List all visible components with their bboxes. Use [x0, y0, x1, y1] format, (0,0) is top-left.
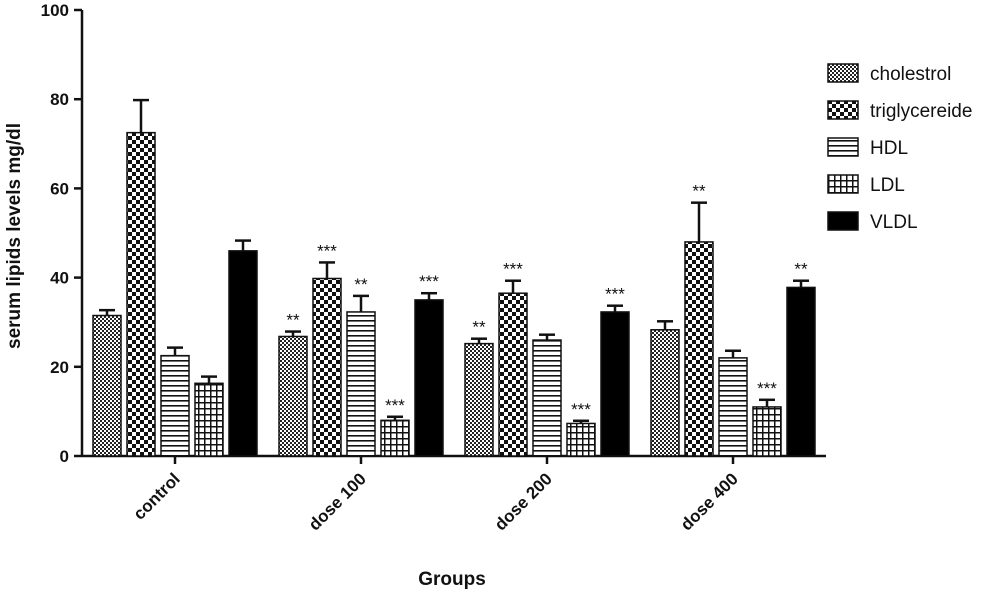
bars	[92, 98, 816, 457]
x-tick-label: dose 200	[491, 469, 556, 534]
legend-swatch	[827, 174, 859, 194]
legend: cholestrol triglycereide HDL LDL VLDL	[827, 63, 972, 233]
bar-ldl-dose-100	[380, 419, 410, 457]
y-tick-label: 60	[50, 179, 69, 198]
legend-swatch	[827, 211, 859, 231]
bar-cholestrol-control	[92, 314, 122, 457]
x-axis-title: Groups	[418, 569, 486, 590]
bar-hdl-control	[160, 354, 190, 457]
significance-label: **	[794, 260, 808, 279]
significance-label: ***	[571, 400, 591, 419]
x-tick-label: dose 400	[677, 469, 742, 534]
significance-label: **	[286, 311, 300, 330]
bar-ldl-control	[194, 382, 224, 457]
x-tick-label: control	[130, 469, 184, 523]
y-tick-label: 100	[41, 1, 69, 20]
x-tick-label: dose 100	[305, 469, 370, 534]
bar-hdl-dose-100	[346, 311, 376, 457]
legend-label: HDL	[870, 138, 908, 159]
bar-triglycereide-dose-400	[684, 241, 714, 457]
y-tick-label: 20	[50, 358, 69, 377]
significance-label: ***	[385, 396, 405, 415]
legend-label: VLDL	[870, 212, 918, 233]
legend-label: LDL	[870, 175, 905, 196]
legend-label: cholestrol	[870, 64, 951, 85]
bar-hdl-dose-400	[718, 357, 748, 457]
bar-hdl-dose-200	[532, 339, 562, 457]
legend-swatch	[827, 63, 859, 83]
bar-vldl-dose-200	[600, 311, 630, 457]
bar-vldl-control	[228, 250, 258, 457]
y-tick-label: 0	[60, 447, 69, 466]
legend-label: triglycereide	[870, 101, 972, 122]
significance-label: ***	[419, 272, 439, 291]
legend-swatch	[827, 137, 859, 157]
bar-vldl-dose-100	[414, 299, 444, 457]
y-axis-title: serum lipids levels mg/dl	[4, 123, 25, 349]
y-tick-label: 40	[50, 269, 69, 288]
bar-cholestrol-dose-200	[464, 342, 494, 457]
bar-triglycereide-control	[126, 131, 156, 457]
bar-triglycereide-dose-100	[312, 277, 342, 457]
significance-label: **	[692, 182, 706, 201]
significance-label: **	[472, 318, 486, 337]
bar-triglycereide-dose-200	[498, 292, 528, 457]
significance-label: **	[354, 275, 368, 294]
significance-label: ***	[605, 285, 625, 304]
bar-ldl-dose-400	[752, 406, 782, 457]
bar-cholestrol-dose-400	[650, 329, 680, 457]
bar-vldl-dose-400	[786, 286, 816, 457]
legend-swatch	[827, 100, 859, 120]
significance-label: ***	[503, 260, 523, 279]
significance-label: ***	[317, 241, 337, 260]
significance-label: ***	[757, 379, 777, 398]
bar-cholestrol-dose-100	[278, 335, 308, 457]
y-tick-label: 80	[50, 90, 69, 109]
bar-ldl-dose-200	[566, 422, 596, 457]
